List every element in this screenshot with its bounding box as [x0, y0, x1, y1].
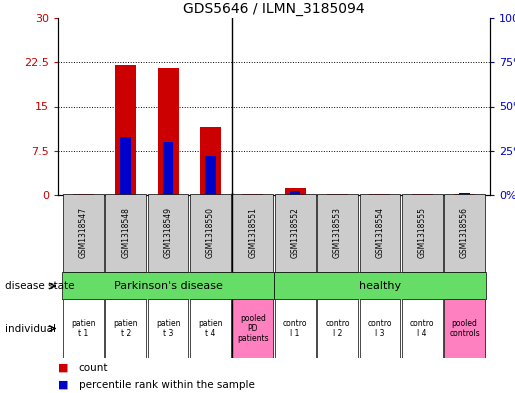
- FancyBboxPatch shape: [359, 299, 400, 358]
- Text: GSM1318551: GSM1318551: [248, 208, 258, 259]
- FancyBboxPatch shape: [106, 194, 146, 272]
- Bar: [200, 127, 221, 195]
- Text: healthy: healthy: [359, 281, 401, 291]
- FancyBboxPatch shape: [444, 299, 485, 358]
- FancyBboxPatch shape: [402, 194, 442, 272]
- FancyBboxPatch shape: [317, 299, 358, 358]
- Text: individual: individual: [5, 323, 56, 334]
- Bar: [285, 188, 306, 195]
- FancyBboxPatch shape: [444, 194, 485, 272]
- Bar: [73, 194, 94, 195]
- Text: GSM1318547: GSM1318547: [79, 208, 88, 259]
- FancyBboxPatch shape: [317, 194, 358, 272]
- FancyBboxPatch shape: [275, 194, 316, 272]
- Text: contro
l 4: contro l 4: [410, 319, 435, 338]
- Text: GSM1318550: GSM1318550: [206, 208, 215, 259]
- Bar: [454, 194, 475, 195]
- Bar: [411, 194, 433, 195]
- Text: patien
t 4: patien t 4: [198, 319, 222, 338]
- Bar: [369, 194, 390, 195]
- FancyBboxPatch shape: [106, 299, 146, 358]
- Text: patien
t 3: patien t 3: [156, 319, 180, 338]
- Title: GDS5646 / ILMN_3185094: GDS5646 / ILMN_3185094: [183, 2, 365, 16]
- Bar: [205, 156, 216, 195]
- Text: GSM1318555: GSM1318555: [418, 208, 427, 259]
- Text: patien
t 2: patien t 2: [113, 319, 138, 338]
- Text: ■: ■: [58, 380, 68, 390]
- FancyBboxPatch shape: [190, 299, 231, 358]
- Text: pooled
PD
patients: pooled PD patients: [237, 314, 269, 343]
- Bar: [459, 193, 470, 195]
- FancyBboxPatch shape: [232, 299, 273, 358]
- FancyBboxPatch shape: [275, 299, 316, 358]
- Bar: [327, 194, 348, 195]
- FancyBboxPatch shape: [190, 194, 231, 272]
- Text: GSM1318556: GSM1318556: [460, 208, 469, 259]
- Bar: [290, 191, 300, 195]
- Text: contro
l 1: contro l 1: [283, 319, 307, 338]
- FancyBboxPatch shape: [63, 299, 104, 358]
- Text: pooled
controls: pooled controls: [449, 319, 480, 338]
- Text: count: count: [79, 363, 108, 373]
- Text: GSM1318554: GSM1318554: [375, 208, 384, 259]
- Bar: [121, 137, 131, 195]
- Text: GSM1318553: GSM1318553: [333, 208, 342, 259]
- Text: GSM1318548: GSM1318548: [121, 208, 130, 259]
- Text: Parkinson's disease: Parkinson's disease: [114, 281, 222, 291]
- Text: contro
l 2: contro l 2: [325, 319, 350, 338]
- FancyBboxPatch shape: [359, 194, 400, 272]
- Text: percentile rank within the sample: percentile rank within the sample: [79, 380, 254, 390]
- Text: GSM1318552: GSM1318552: [290, 208, 300, 259]
- FancyBboxPatch shape: [232, 194, 273, 272]
- FancyBboxPatch shape: [63, 194, 104, 272]
- Text: GSM1318549: GSM1318549: [164, 208, 173, 259]
- FancyBboxPatch shape: [62, 272, 274, 300]
- FancyBboxPatch shape: [148, 194, 188, 272]
- Bar: [163, 142, 174, 195]
- Text: ■: ■: [58, 363, 68, 373]
- Bar: [115, 65, 136, 195]
- FancyBboxPatch shape: [148, 299, 188, 358]
- Text: contro
l 3: contro l 3: [368, 319, 392, 338]
- FancyBboxPatch shape: [274, 272, 486, 300]
- Bar: [242, 194, 263, 195]
- Text: patien
t 1: patien t 1: [71, 319, 96, 338]
- Bar: [158, 68, 179, 195]
- FancyBboxPatch shape: [402, 299, 442, 358]
- Text: disease state: disease state: [5, 281, 75, 291]
